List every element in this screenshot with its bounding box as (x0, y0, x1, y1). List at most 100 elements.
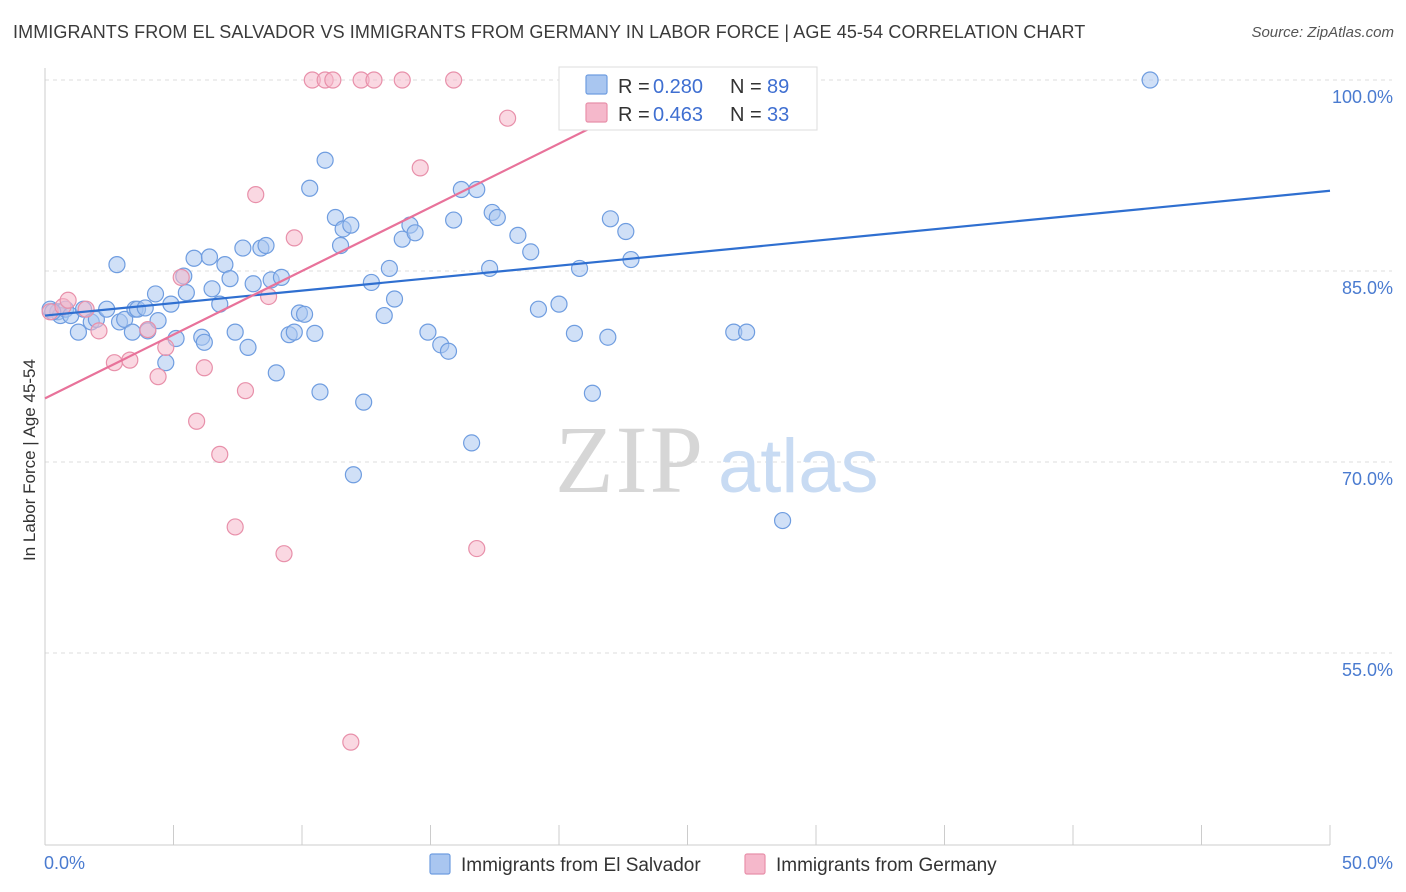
y-axis-label: In Labor Force | Age 45-54 (20, 359, 39, 561)
point-el-salvador-63 (419, 323, 437, 341)
watermark: ZIP atlas (555, 406, 879, 513)
point-el-salvador-59 (385, 290, 404, 308)
point-germany-18 (275, 545, 293, 563)
stats-n-value-pink: 33 (767, 104, 789, 126)
point-el-salvador-70 (481, 259, 499, 278)
point-germany-3 (77, 300, 95, 318)
axes (44, 68, 1331, 846)
point-el-salvador-65 (439, 342, 458, 360)
point-el-salvador-36 (244, 275, 262, 293)
trend-lines (44, 79, 1331, 400)
watermark-atlas: atlas (718, 424, 879, 509)
chart-title: IMMIGRANTS FROM EL SALVADOR VS IMMIGRANT… (13, 22, 1086, 42)
stats-r-value-blue: 0.280 (653, 76, 703, 98)
point-germany-5 (105, 354, 123, 372)
legend-label-germany: Immigrants from Germany (776, 855, 997, 876)
y-tick-labels: 55.0% 70.0% 85.0% 100.0% (1332, 87, 1393, 680)
point-el-salvador-25 (185, 249, 203, 267)
point-germany-4 (90, 322, 108, 340)
legend-swatch-germany (744, 853, 766, 875)
point-el-salvador-35 (239, 338, 257, 356)
point-el-salvador-79 (583, 384, 602, 402)
y-tick-label-1: 70.0% (1342, 469, 1393, 489)
point-el-salvador-28 (200, 248, 219, 266)
point-germany-2 (59, 291, 77, 309)
stats-legend-swatch-blue (585, 74, 608, 95)
stats-legend-swatch-pink (585, 102, 608, 123)
point-germany-25 (365, 71, 383, 89)
point-el-salvador-5 (69, 323, 88, 341)
trend-line-el-salvador (44, 189, 1331, 317)
source-credit: Source: ZipAtlas.com (1251, 24, 1394, 41)
point-germany-19 (285, 229, 303, 247)
point-el-salvador-85 (738, 323, 756, 341)
point-germany-13 (211, 445, 229, 463)
stats-r-value-pink: 0.463 (653, 104, 703, 126)
point-el-salvador-29 (203, 280, 221, 298)
point-germany-8 (149, 368, 167, 386)
point-el-salvador-20 (157, 354, 175, 372)
point-germany-30 (499, 109, 517, 127)
point-germany-23 (342, 733, 360, 751)
stats-r-label-pink: R = (618, 104, 650, 126)
series-germany-points (41, 71, 630, 751)
point-el-salvador-33 (226, 323, 244, 341)
point-germany-12 (195, 359, 213, 377)
point-germany-26 (393, 71, 411, 89)
stats-n-label-blue: N = (730, 76, 762, 98)
point-el-salvador-32 (221, 270, 239, 288)
x-tick-label-0: 0.0% (44, 853, 85, 873)
point-el-salvador-38 (257, 236, 275, 255)
x-tick-labels: 0.0% 50.0% (44, 853, 1393, 873)
point-el-salvador-68 (463, 434, 481, 452)
watermark-zip: ZIP (555, 406, 705, 513)
y-tick-label-3: 100.0% (1332, 87, 1393, 107)
point-el-salvador-47 (306, 324, 324, 342)
point-germany-16 (247, 186, 265, 204)
point-el-salvador-49 (316, 151, 334, 169)
point-el-salvador-75 (529, 300, 548, 318)
point-el-salvador-53 (342, 216, 360, 234)
point-el-salvador-10 (108, 256, 126, 274)
legend-label-el-salvador: Immigrants from El Salvador (461, 855, 701, 876)
point-germany-22 (324, 71, 342, 89)
stats-n-label-pink: N = (730, 104, 762, 126)
x-tick-label-1: 50.0% (1342, 853, 1393, 873)
point-el-salvador-66 (445, 211, 463, 229)
point-el-salvador-87 (1141, 71, 1159, 89)
point-el-salvador-72 (488, 208, 506, 227)
point-el-salvador-13 (123, 323, 141, 341)
series-el-salvador-points (41, 71, 1159, 530)
point-el-salvador-24 (177, 284, 195, 302)
point-el-salvador-46 (301, 179, 319, 197)
point-el-salvador-48 (311, 383, 329, 401)
point-el-salvador-16 (136, 299, 154, 317)
point-el-salvador-62 (406, 224, 424, 242)
trend-line-germany (44, 79, 688, 400)
point-el-salvador-45 (295, 305, 314, 323)
point-germany-15 (236, 382, 255, 400)
point-el-salvador-73 (509, 226, 527, 244)
stats-legend: R = 0.280 N = 89 R = 0.463 N = 33 (558, 66, 818, 131)
point-germany-28 (445, 71, 463, 89)
point-el-salvador-43 (285, 323, 303, 341)
point-el-salvador-81 (601, 210, 620, 228)
point-germany-29 (468, 539, 486, 558)
point-el-salvador-57 (375, 306, 393, 325)
point-el-salvador-54 (344, 466, 362, 484)
point-el-salvador-12 (116, 310, 134, 328)
point-germany-10 (172, 268, 190, 286)
point-el-salvador-77 (565, 324, 584, 342)
point-germany-14 (226, 518, 244, 536)
point-el-salvador-74 (522, 243, 540, 261)
legend-swatch-el-salvador (429, 853, 451, 875)
point-el-salvador-40 (267, 364, 285, 382)
y-tick-label-2: 85.0% (1342, 278, 1393, 298)
series-legend: Immigrants from El Salvador Immigrants f… (429, 853, 997, 876)
point-el-salvador-55 (355, 393, 373, 411)
y-tick-label-0: 55.0% (1342, 660, 1393, 680)
point-germany-7 (139, 320, 157, 339)
grid-lines (45, 79, 1392, 654)
point-el-salvador-76 (550, 295, 568, 313)
point-el-salvador-18 (146, 285, 165, 303)
